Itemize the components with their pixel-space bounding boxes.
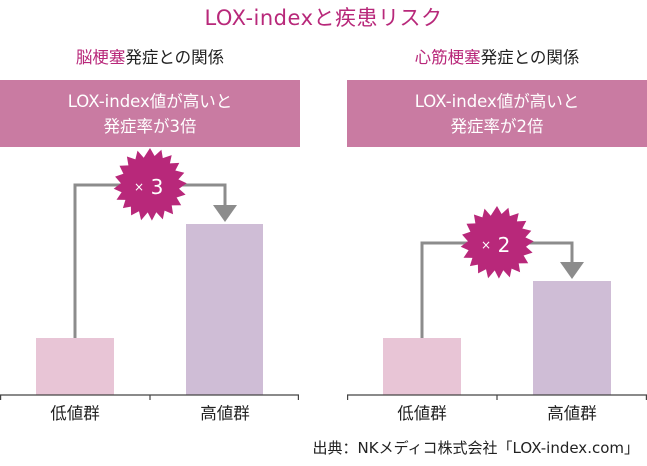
source-citation: 出典：NKメディコ株式会社「LOX-index.com」 xyxy=(312,439,639,457)
left-subtitle-rest: 発症との関係 xyxy=(125,48,225,67)
left-high-bar xyxy=(186,224,263,395)
left-starburst-icon xyxy=(113,148,187,221)
left-low-bar xyxy=(36,338,114,395)
left-panel-subtitle: 脳梗塞発症との関係 xyxy=(0,44,300,68)
right-low-bar xyxy=(383,338,461,395)
right-category-low: 低値群 xyxy=(397,404,447,423)
right-summary-banner: LOX-index値が高いと 発症率が2倍 xyxy=(347,80,647,147)
right-bar-chart: × 2 xyxy=(347,206,647,400)
right-category-high: 高値群 xyxy=(547,404,597,423)
right-subtitle-rest: 発症との関係 xyxy=(480,48,580,67)
left-category-low: 低値群 xyxy=(50,404,100,423)
left-banner-line2: 発症率が3倍 xyxy=(103,116,197,136)
chart-title: LOX-indexと疾患リスク xyxy=(204,6,443,30)
left-banner-line1: LOX-index値が高いと xyxy=(67,91,233,111)
left-multiplier-value: 3 xyxy=(151,175,164,199)
right-banner-line2: 発症率が2倍 xyxy=(450,116,544,136)
right-banner-line1: LOX-index値が高いと xyxy=(414,91,580,111)
left-multiplier-symbol: × xyxy=(134,180,144,194)
right-multiplier-value: 2 xyxy=(498,233,511,257)
right-high-bar xyxy=(533,281,611,395)
right-panel-subtitle: 心筋梗塞発症との関係 xyxy=(347,44,647,68)
left-summary-banner: LOX-index値が高いと 発症率が3倍 xyxy=(0,80,300,147)
right-arrow-icon xyxy=(560,262,584,279)
right-starburst-icon xyxy=(460,206,534,279)
left-category-high: 高値群 xyxy=(200,404,250,423)
left-arrow-icon xyxy=(213,205,237,222)
left-bar-chart: × 3 xyxy=(0,148,299,400)
right-multiplier-symbol: × xyxy=(481,238,491,252)
left-subtitle-highlight: 脳梗塞 xyxy=(75,48,126,67)
right-subtitle-highlight: 心筋梗塞 xyxy=(414,48,481,67)
